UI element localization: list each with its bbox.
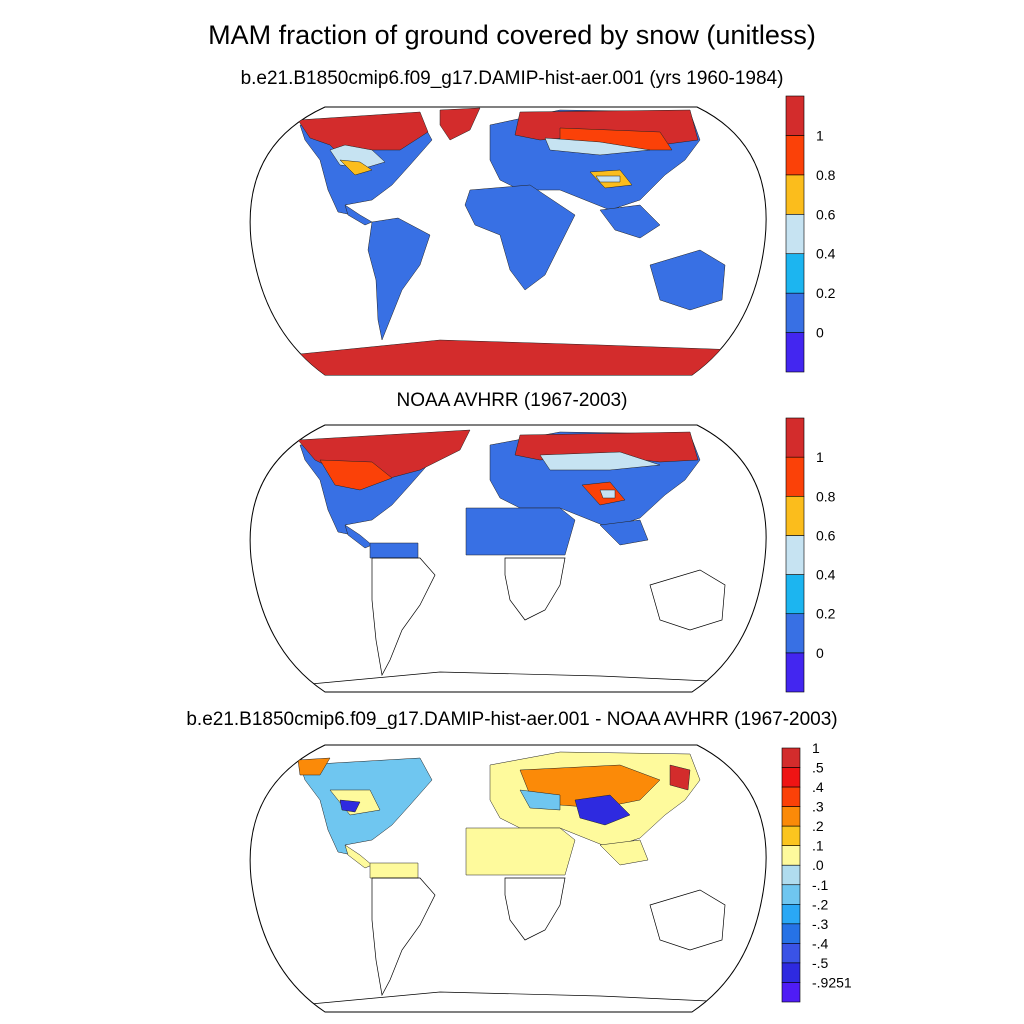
- south-america-outline: [371, 557, 436, 677]
- africa-partial: [465, 507, 576, 556]
- colorbar-label: -.9251: [812, 974, 852, 990]
- colorbar-label: 1: [816, 127, 824, 143]
- colorbar-segment: [781, 864, 801, 886]
- colorbar-segment: [785, 417, 805, 458]
- colorbar-label: -.5: [812, 955, 829, 971]
- colorbar-segment: [785, 456, 805, 497]
- colorbar-label: .0: [812, 857, 824, 873]
- colorbar-segment: [781, 904, 801, 925]
- continent-north-america: [297, 429, 471, 536]
- colorbar-segment: [785, 652, 805, 693]
- colorbar-segment: [785, 613, 805, 654]
- colorbar-label: 1: [816, 449, 824, 465]
- colorbar-segment: [785, 292, 805, 333]
- colorbar-label: 0.8: [816, 488, 836, 504]
- africa-outline: [504, 557, 566, 621]
- panel-title-diff: b.e21.B1850cmip6.f09_g17.DAMIP-hist-aer.…: [186, 709, 838, 730]
- continent-australia: [649, 249, 726, 311]
- continent-maritime-asia: [599, 204, 661, 239]
- colorbar-label: -.1: [812, 877, 829, 893]
- maritime-asia: [599, 519, 649, 546]
- colorbar-label: .1: [812, 838, 824, 854]
- colorbar-obs: 0 0.2 0.4 0.6 0.8 1: [785, 417, 836, 693]
- colorbar-label: 0.2: [816, 285, 836, 301]
- colorbar-label: 0.4: [816, 246, 836, 262]
- colorbar-label: -.3: [812, 916, 829, 932]
- colorbar-model: 0 0.2 0.4 0.6 0.8 1: [785, 95, 836, 373]
- central-america: [344, 844, 373, 869]
- colorbar-segment: [785, 174, 805, 215]
- colorbar-segment: [785, 332, 805, 373]
- colorbar-segment: [781, 845, 801, 866]
- colorbar-segment: [781, 943, 801, 964]
- colorbar-segment: [785, 135, 805, 176]
- australia-outline: [649, 569, 726, 631]
- colorbar-segment: [781, 747, 801, 768]
- continent-central-america: [344, 524, 373, 549]
- south-america-partial: [369, 862, 419, 879]
- colorbar-label: 0.2: [816, 606, 836, 622]
- colorbar-segment: [785, 95, 805, 136]
- colorbar-segment: [785, 535, 805, 575]
- colorbar-segment: [781, 825, 801, 846]
- map-panel-model: 0 0.2 0.4 0.6 0.8 1: [249, 95, 836, 376]
- colorbar-segment: [781, 923, 801, 944]
- continent-greenland: [439, 107, 481, 141]
- colorbar-segment: [781, 786, 801, 807]
- south-america-outline: [371, 877, 436, 997]
- colorbar-segment: [785, 253, 805, 294]
- antarctica-outline: [299, 671, 731, 686]
- continent-north-america: [297, 111, 433, 216]
- colorbar-segment: [781, 767, 801, 788]
- colorbar-label: 0.6: [816, 206, 836, 222]
- colorbar-label: -.4: [812, 935, 829, 951]
- colorbar-label: .2: [812, 818, 824, 834]
- panel-title-obs: NOAA AVHRR (1967-2003): [396, 390, 628, 411]
- continent-south-america: [367, 217, 431, 341]
- colorbar-label: 0.4: [816, 567, 836, 583]
- south-america-partial: [369, 542, 419, 559]
- continent-eurasia: [489, 109, 701, 211]
- colorbar-segment: [781, 982, 801, 1003]
- africa-partial: [465, 827, 576, 876]
- africa-outline: [504, 877, 566, 941]
- antarctica-outline: [299, 991, 731, 1006]
- continent-eurasia: [489, 431, 701, 529]
- australia-outline: [649, 889, 726, 951]
- continent-eurasia: [489, 751, 701, 849]
- map-panel-obs: 0 0.2 0.4 0.6 0.8 1: [249, 417, 836, 693]
- colorbar-label: -.2: [812, 896, 829, 912]
- colorbar-label: .4: [812, 779, 824, 795]
- colorbar-segment: [781, 962, 801, 983]
- colorbar-segment: [785, 574, 805, 615]
- colorbar-segment: [785, 213, 805, 255]
- continent-africa: [464, 184, 576, 291]
- colorbar-label: 0.8: [816, 167, 836, 183]
- colorbar-label: .5: [812, 760, 824, 776]
- figure-title: MAM fraction of ground covered by snow (…: [208, 20, 816, 50]
- colorbar-diff: 1 .5 .4 .3 .2 .1 .0 -.1 -.2 -.3 -.4 -.5 -.9251: [781, 740, 852, 1003]
- colorbar-label: .3: [812, 799, 824, 815]
- colorbar-label: 0: [816, 325, 824, 341]
- colorbar-segment: [785, 495, 805, 536]
- map-panel-diff: 1 .5 .4 .3 .2 .1 .0 -.1 -.2 -.3 -.4 -.5 -.9251: [249, 740, 852, 1013]
- colorbar-label: 0.6: [816, 527, 836, 543]
- colorbar-label: 1: [812, 740, 820, 756]
- colorbar-segment: [781, 884, 801, 905]
- panel-title-model: b.e21.B1850cmip6.f09_g17.DAMIP-hist-aer.…: [240, 68, 784, 89]
- colorbar-segment: [781, 806, 801, 827]
- continent-north-america: [297, 757, 433, 856]
- maritime-asia: [599, 839, 649, 866]
- colorbar-label: 0: [816, 645, 824, 661]
- continent-central-america: [344, 204, 373, 226]
